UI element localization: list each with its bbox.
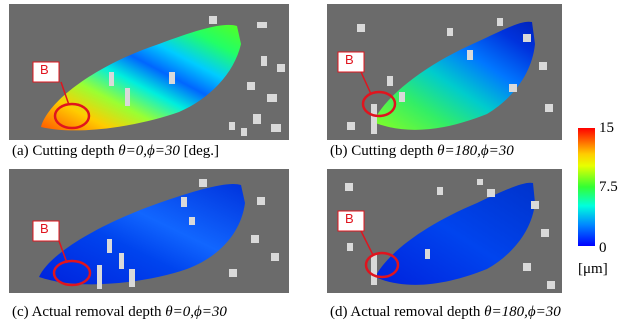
panel-d-actual-removal-depth-map: B [327,169,562,293]
caption-a: (a) Cutting depth θ=0,ϕ=30 [deg.] [12,143,220,159]
workpiece-depth-surface [41,24,241,131]
color-scale-bar [578,128,595,246]
region-b-label: B [40,62,49,77]
region-b-circle [52,259,92,287]
region-b-label: B [345,211,354,226]
workpiece-depth-surface [375,182,535,285]
region-b-circle [361,90,397,118]
color-scale-max-label: 15 [599,120,614,136]
region-b-circle [53,102,91,130]
panel-c-actual-removal-depth-map: B [9,169,289,293]
noise-pixels [97,179,279,289]
noise-pixels [109,16,285,136]
region-b-label: B [40,221,49,236]
noise-pixels [345,179,555,289]
region-b-label: B [345,52,354,67]
region-b-circle [364,251,400,279]
workpiece-depth-surface [39,183,245,285]
workpiece-depth-surface [373,21,535,130]
noise-pixels [347,18,553,134]
panel-b-cutting-depth-map: B [327,4,562,140]
color-scale-min-label: 0 [599,240,607,256]
color-scale-mid-label: 7.5 [599,179,618,195]
caption-b: (b) Cutting depth θ=180,ϕ=30 [330,143,514,159]
color-scale-unit: [μm] [578,261,608,277]
caption-d: (d) Actual removal depth θ=180,ϕ=30 [330,304,561,320]
caption-c: (c) Actual removal depth θ=0,ϕ=30 [12,304,227,320]
panel-a-cutting-depth-map: B [9,4,289,140]
